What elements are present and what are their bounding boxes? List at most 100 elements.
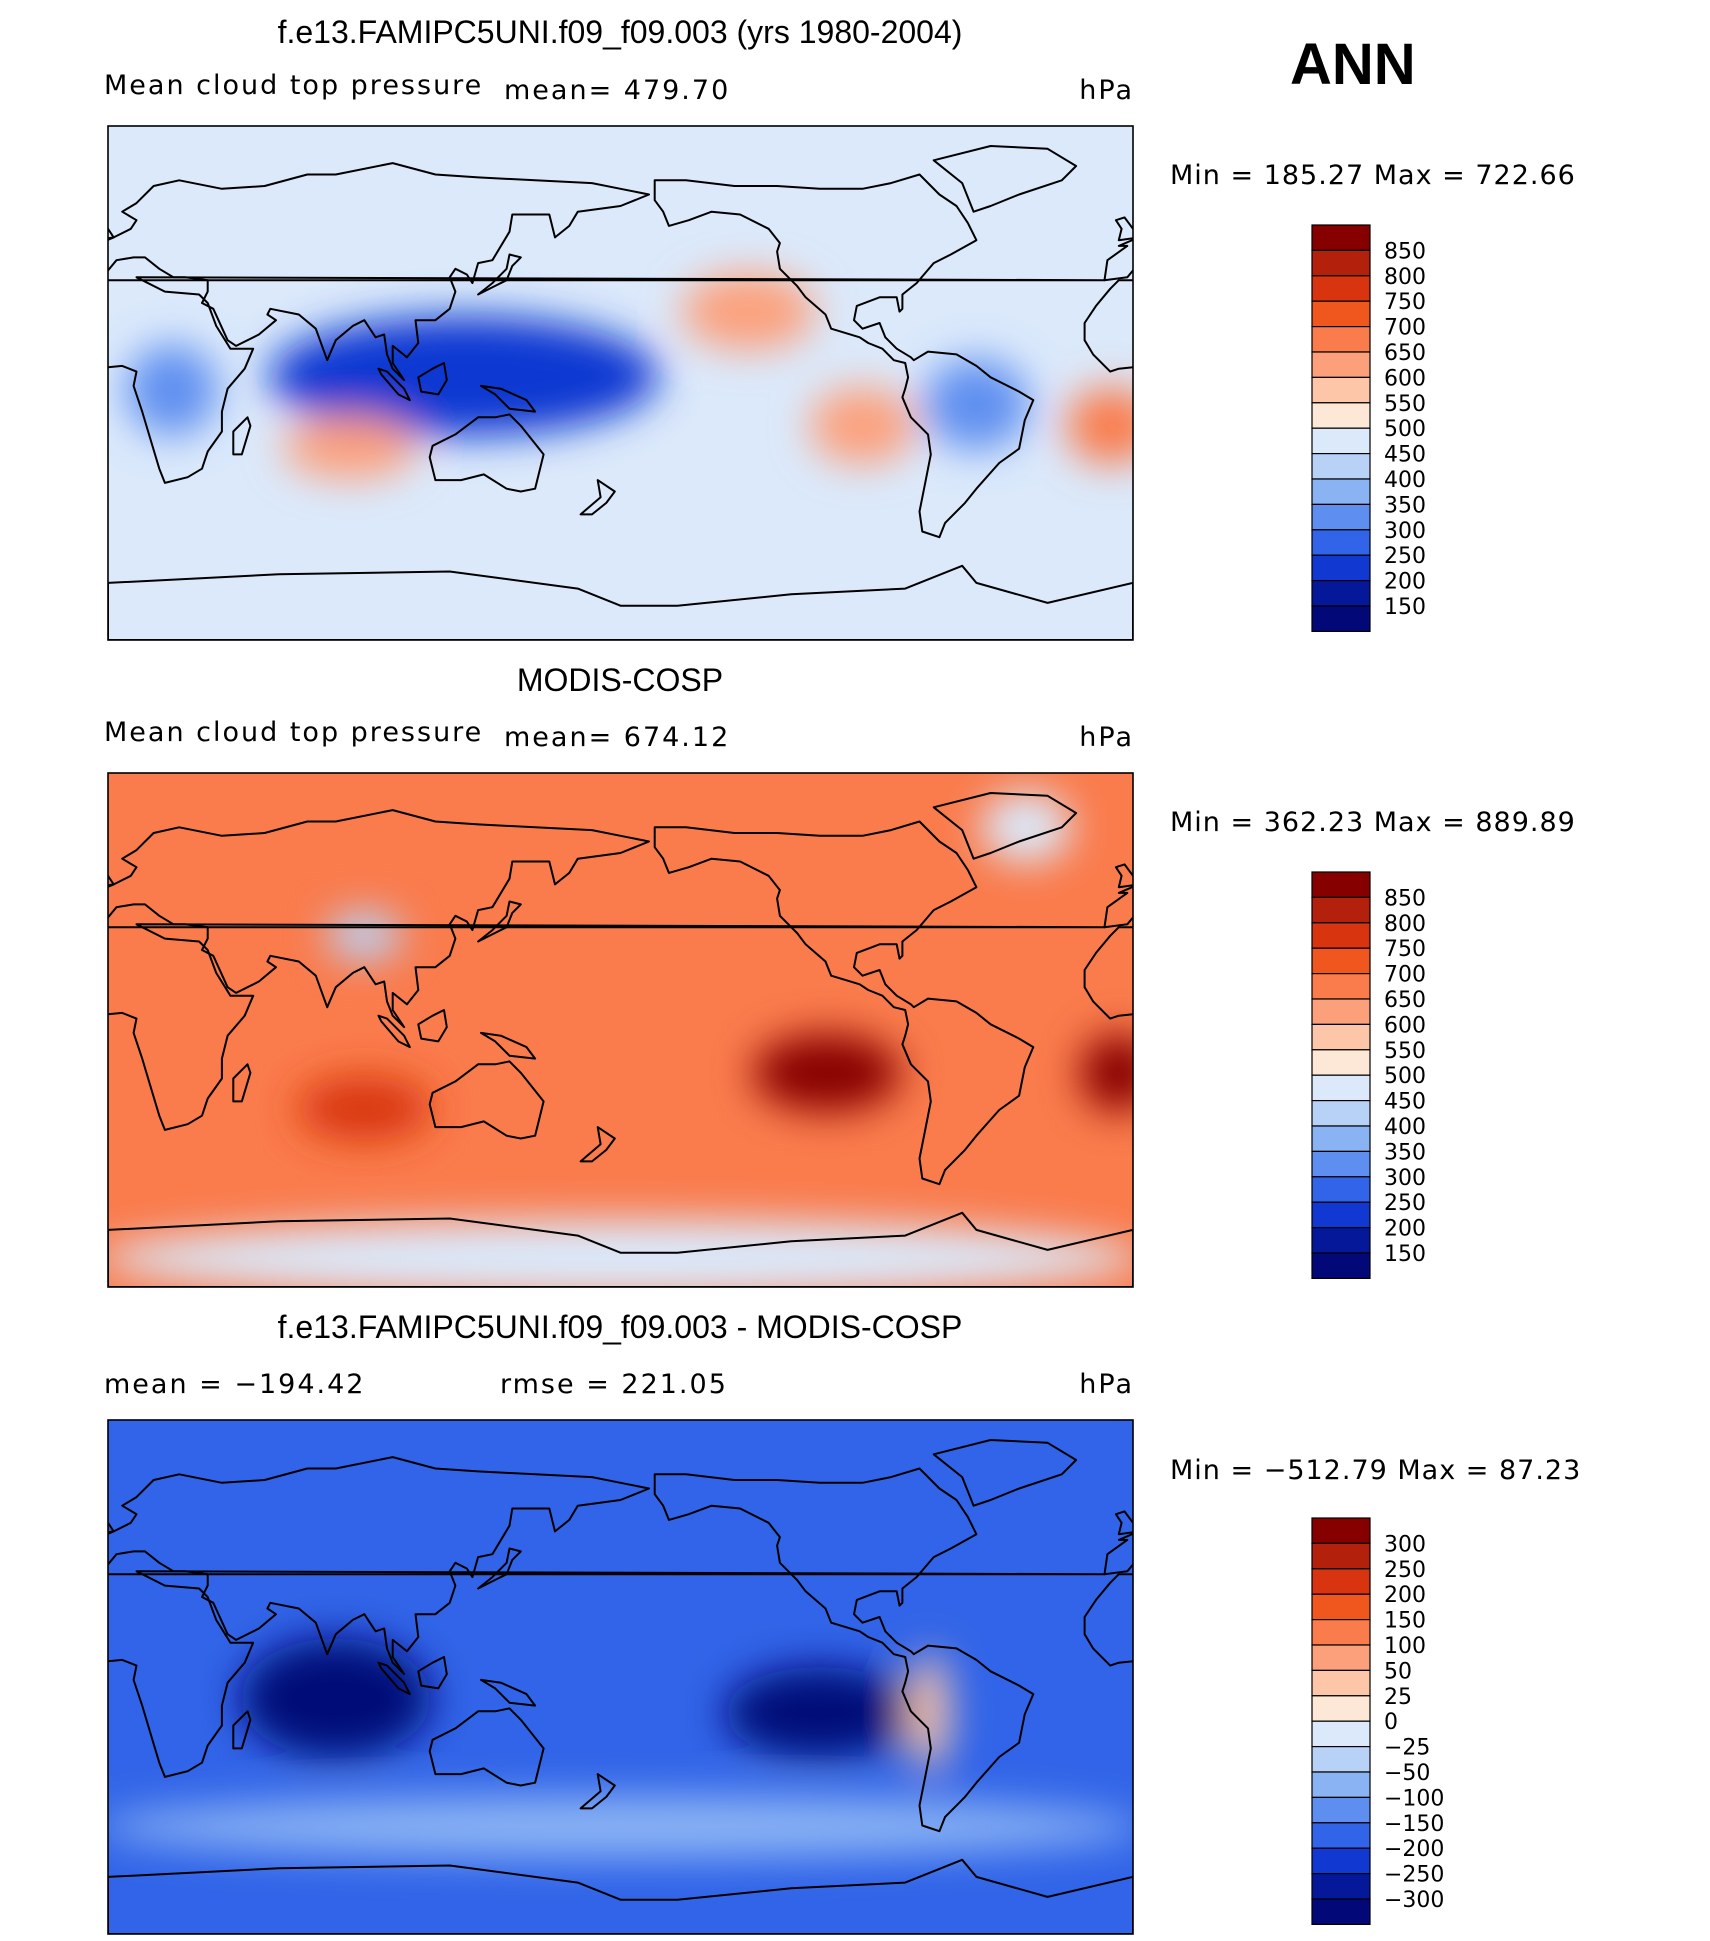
colorbar-swatch xyxy=(1311,503,1371,531)
colorbar-swatch xyxy=(1311,1226,1371,1254)
colorbar-tick-label: 150 xyxy=(1384,1242,1426,1267)
colorbar-tick-label: 350 xyxy=(1384,1140,1426,1165)
field-region xyxy=(297,1077,432,1140)
landmass-greenland xyxy=(932,1439,1078,1507)
colorbar-tick-label: −25 xyxy=(1384,1736,1430,1761)
colorbar-swatch xyxy=(1311,998,1371,1025)
landmass-americas xyxy=(653,173,1035,539)
colorbar-swatch xyxy=(1311,1771,1371,1798)
map-frame xyxy=(107,1419,1134,1935)
landmass-antarctica xyxy=(108,564,1133,640)
panel-title: MODIS-COSP xyxy=(517,662,723,698)
landmass-africa-wrap xyxy=(1083,1573,1133,1667)
minmax-label: Min = −512.79 Max = 87.23 xyxy=(1170,1455,1581,1486)
variable-label: Mean cloud top pressure xyxy=(104,70,483,101)
colorbar-swatch xyxy=(1311,579,1371,607)
colorbar-swatch xyxy=(1311,529,1371,556)
colorbar-swatch xyxy=(1311,554,1371,582)
field-region xyxy=(1066,387,1133,465)
colorbar-swatch xyxy=(1311,1125,1371,1152)
colorbar-tick-label: −200 xyxy=(1384,1837,1444,1862)
colorbar-tick-label: 400 xyxy=(1384,1115,1426,1140)
landmass-britain-wrap xyxy=(1114,216,1133,242)
colorbar-swatch xyxy=(1311,1822,1371,1849)
field-region xyxy=(980,791,1072,863)
panel-title: f.e13.FAMIPC5UNI.f09_f09.003 - MODIS-COS… xyxy=(278,1309,963,1345)
colorbar-swatch xyxy=(1311,478,1371,505)
colorbar-swatch xyxy=(1311,326,1371,353)
colorbar-swatch xyxy=(1311,249,1371,277)
colorbar-swatch xyxy=(1311,947,1371,975)
landmass-new-guinea xyxy=(480,1678,537,1707)
colorbar-swatch xyxy=(1311,427,1371,455)
colorbar-tick-label: 0 xyxy=(1384,1710,1398,1735)
colorbar-swatch xyxy=(1311,1796,1371,1824)
landmass-greenland xyxy=(932,145,1078,213)
field-region xyxy=(752,1034,902,1112)
landmass-britain xyxy=(108,227,115,240)
colorbar-swatch xyxy=(1311,1568,1371,1595)
colorbar: 8508007507006506005505004504003503002502… xyxy=(1311,871,1426,1279)
coastlines xyxy=(108,145,1133,640)
colorbar: 30025020015010050250−25−50−100−150−200−2… xyxy=(1311,1517,1444,1925)
landmass-new-guinea xyxy=(480,384,537,413)
colorbar-tick-label: 450 xyxy=(1384,1090,1426,1115)
colorbar-tick-label: 300 xyxy=(1384,519,1426,544)
colorbar-tick-label: 25 xyxy=(1384,1685,1412,1710)
colorbar-tick-label: 50 xyxy=(1384,1659,1412,1684)
field-region xyxy=(108,1219,1133,1287)
landmass-sumatra xyxy=(377,1661,411,1696)
field-region xyxy=(809,387,916,465)
colorbar-swatch xyxy=(1311,896,1371,924)
colorbar-tick-label: 600 xyxy=(1384,1013,1426,1038)
map-field xyxy=(108,773,1133,1287)
colorbar-tick-label: 750 xyxy=(1384,290,1426,315)
panel-difference: f.e13.FAMIPC5UNI.f09_f09.003 - MODIS-COS… xyxy=(104,1309,1581,1935)
panel-model: f.e13.FAMIPC5UNI.f09_f09.003 (yrs 1980-2… xyxy=(104,14,1576,641)
coastlines xyxy=(108,1439,1133,1934)
landmass-americas xyxy=(653,1467,1035,1833)
colorbar-swatch xyxy=(1311,275,1371,302)
colorbar-swatch xyxy=(1311,1720,1371,1748)
colorbar-swatch xyxy=(1311,1099,1371,1127)
colorbar-tick-label: −250 xyxy=(1384,1863,1444,1888)
colorbar-tick-label: 750 xyxy=(1384,937,1426,962)
colorbar-swatch xyxy=(1311,1872,1371,1900)
colorbar-tick-label: −50 xyxy=(1384,1761,1430,1786)
field-region xyxy=(108,1795,1133,1859)
colorbar-swatch xyxy=(1311,1618,1371,1646)
landmass-new-zealand xyxy=(579,1773,616,1810)
colorbar-swatch xyxy=(1311,1847,1371,1875)
colorbar-swatch xyxy=(1311,1201,1371,1229)
units-label: hPa xyxy=(1079,722,1134,753)
landmass-australia xyxy=(428,1707,545,1787)
colorbar-swatch xyxy=(1311,972,1371,1000)
landmass-australia xyxy=(428,413,545,493)
colorbar-swatch xyxy=(1311,453,1371,480)
colorbar-tick-label: 650 xyxy=(1384,988,1426,1013)
colorbar-tick-label: 200 xyxy=(1384,570,1426,595)
panel-title: f.e13.FAMIPC5UNI.f09_f09.003 (yrs 1980-2… xyxy=(278,14,963,50)
colorbar-tick-label: 400 xyxy=(1384,468,1426,493)
field-region xyxy=(1080,1034,1133,1112)
colorbar-swatch xyxy=(1311,1695,1371,1722)
landmass-madagascar xyxy=(232,1063,252,1103)
colorbar-swatch xyxy=(1311,224,1371,251)
colorbar-tick-label: 850 xyxy=(1384,886,1426,911)
colorbar-swatch xyxy=(1311,402,1371,429)
colorbar-tick-label: 100 xyxy=(1384,1634,1426,1659)
colorbar-tick-label: 200 xyxy=(1384,1217,1426,1242)
landmass-eurasia xyxy=(108,809,650,1029)
landmass-borneo xyxy=(417,1656,448,1690)
colorbar-tick-label: −100 xyxy=(1384,1786,1444,1811)
landmass-japan xyxy=(477,900,522,943)
minmax-label: Min = 185.27 Max = 722.66 xyxy=(1170,160,1576,191)
colorbar-tick-label: 250 xyxy=(1384,1191,1426,1216)
map-frame xyxy=(107,772,1134,1288)
colorbar-tick-label: 250 xyxy=(1384,544,1426,569)
landmass-antarctica xyxy=(108,1858,1133,1934)
landmass-japan xyxy=(477,253,522,296)
colorbar-swatch xyxy=(1311,871,1371,898)
colorbar-swatch xyxy=(1311,1898,1371,1925)
